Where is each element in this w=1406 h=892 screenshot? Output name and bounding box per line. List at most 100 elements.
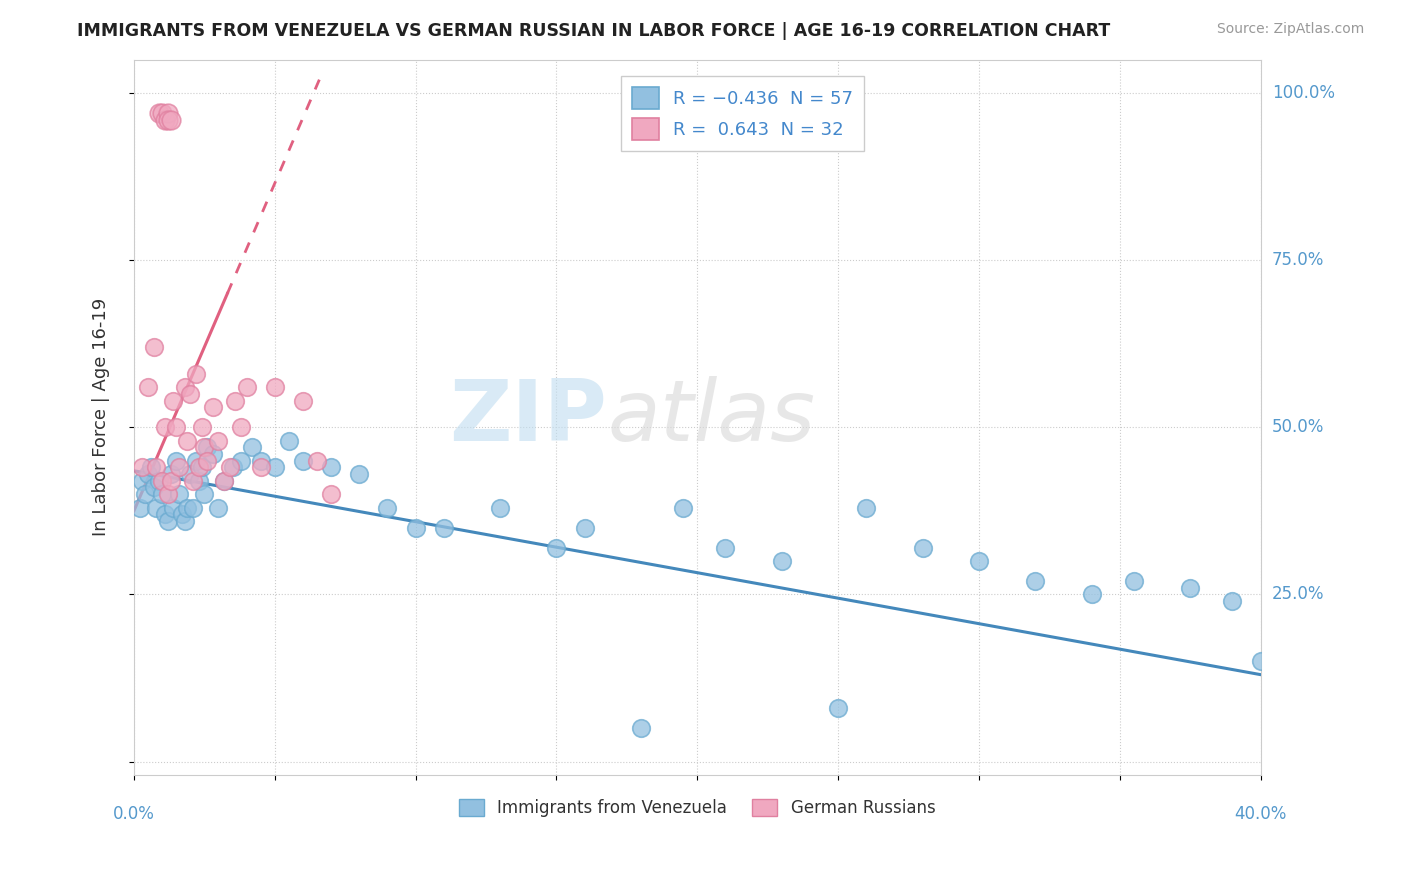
Point: [153, 112, 176, 127]
Point: [156, 514, 179, 528]
Point: [207, 434, 229, 448]
Point: [145, 500, 167, 515]
Point: [187, 460, 209, 475]
Point: [159, 112, 181, 127]
Point: [142, 480, 165, 494]
Point: [672, 500, 695, 515]
Point: [201, 447, 224, 461]
Point: [489, 500, 512, 515]
Point: [156, 487, 179, 501]
Point: [218, 460, 240, 475]
Text: 40.0%: 40.0%: [1234, 805, 1286, 823]
Point: [305, 453, 328, 467]
Point: [165, 453, 187, 467]
Point: [201, 401, 224, 415]
Point: [1122, 574, 1144, 588]
Point: [195, 453, 218, 467]
Point: [190, 460, 212, 475]
Point: [128, 500, 150, 515]
Text: IMMIGRANTS FROM VENEZUELA VS GERMAN RUSSIAN IN LABOR FORCE | AGE 16-19 CORRELATI: IMMIGRANTS FROM VENEZUELA VS GERMAN RUSS…: [77, 22, 1111, 40]
Point: [212, 474, 235, 488]
Point: [263, 460, 285, 475]
Point: [377, 500, 399, 515]
Point: [170, 507, 193, 521]
Point: [240, 441, 263, 455]
Point: [1180, 581, 1202, 595]
Point: [263, 380, 285, 394]
Point: [827, 701, 849, 715]
Point: [153, 420, 176, 434]
Text: ZIP: ZIP: [450, 376, 607, 458]
Point: [136, 380, 159, 394]
Point: [212, 474, 235, 488]
Point: [159, 467, 181, 481]
Point: [139, 460, 162, 475]
Point: [1080, 587, 1102, 601]
Point: [190, 420, 212, 434]
Point: [179, 467, 201, 481]
Point: [224, 393, 246, 408]
Point: [187, 474, 209, 488]
Text: 25.0%: 25.0%: [1272, 585, 1324, 603]
Point: [162, 393, 184, 408]
Point: [156, 106, 179, 120]
Point: [167, 460, 190, 475]
Y-axis label: In Labor Force | Age 16-19: In Labor Force | Age 16-19: [93, 298, 110, 536]
Point: [195, 441, 218, 455]
Point: [134, 487, 156, 501]
Point: [291, 393, 314, 408]
Text: 100.0%: 100.0%: [1272, 84, 1334, 102]
Point: [150, 474, 173, 488]
Point: [321, 487, 343, 501]
Point: [1250, 654, 1272, 668]
Point: [911, 541, 934, 555]
Point: [145, 460, 167, 475]
Point: [249, 453, 271, 467]
Point: [181, 500, 204, 515]
Point: [131, 474, 153, 488]
Text: 75.0%: 75.0%: [1272, 252, 1324, 269]
Point: [162, 500, 184, 515]
Point: [249, 460, 271, 475]
Legend: Immigrants from Venezuela, German Russians: Immigrants from Venezuela, German Russia…: [453, 792, 942, 824]
Text: 50.0%: 50.0%: [1272, 418, 1324, 436]
Point: [150, 487, 173, 501]
Point: [193, 487, 215, 501]
Point: [165, 420, 187, 434]
Point: [546, 541, 568, 555]
Point: [148, 106, 170, 120]
Text: 0.0%: 0.0%: [112, 805, 155, 823]
Point: [148, 474, 170, 488]
Point: [142, 340, 165, 354]
Point: [136, 467, 159, 481]
Point: [321, 460, 343, 475]
Point: [235, 380, 257, 394]
Point: [630, 721, 652, 735]
Point: [291, 453, 314, 467]
Point: [1222, 594, 1244, 608]
Point: [193, 441, 215, 455]
Point: [150, 106, 173, 120]
Point: [181, 474, 204, 488]
Point: [131, 460, 153, 475]
Point: [349, 467, 371, 481]
Point: [277, 434, 299, 448]
Point: [176, 500, 198, 515]
Point: [207, 500, 229, 515]
Point: [229, 453, 252, 467]
Point: [770, 554, 793, 568]
Point: [405, 520, 427, 534]
Point: [855, 500, 877, 515]
Point: [433, 520, 456, 534]
Point: [967, 554, 990, 568]
Point: [167, 487, 190, 501]
Point: [184, 453, 207, 467]
Point: [184, 367, 207, 381]
Text: atlas: atlas: [607, 376, 815, 458]
Point: [156, 112, 179, 127]
Point: [159, 474, 181, 488]
Point: [176, 434, 198, 448]
Text: Source: ZipAtlas.com: Source: ZipAtlas.com: [1216, 22, 1364, 37]
Point: [574, 520, 596, 534]
Point: [173, 380, 195, 394]
